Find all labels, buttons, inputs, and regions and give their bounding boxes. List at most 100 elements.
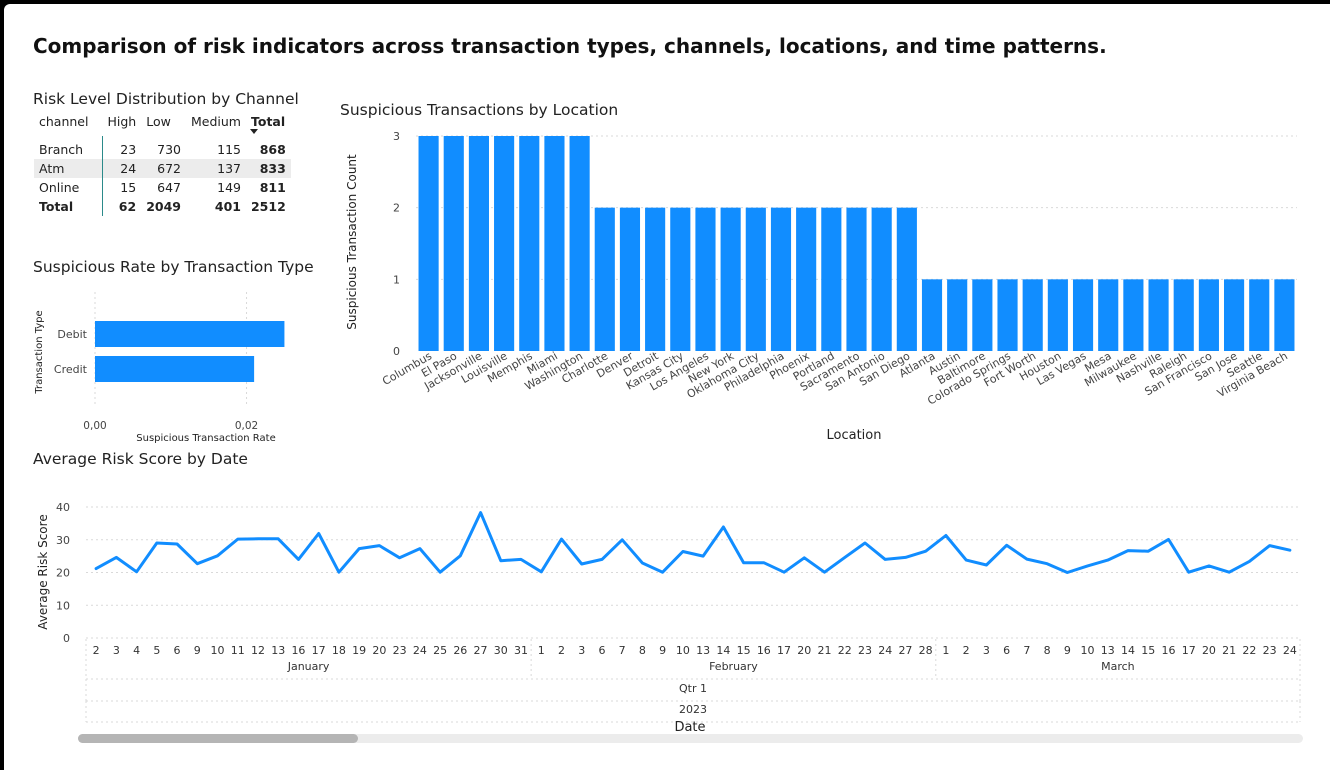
- risk-score-day-label: 14: [716, 644, 730, 657]
- risk-score-day-label: 24: [878, 644, 892, 657]
- location-bar[interactable]: [796, 207, 817, 351]
- location-bar[interactable]: [1249, 279, 1270, 351]
- location-bar[interactable]: [418, 136, 439, 351]
- location-bar[interactable]: [494, 136, 515, 351]
- matrix-row-atm[interactable]: Atm 24 672 137 833: [34, 159, 291, 178]
- location-chart-y-tick: 0: [393, 345, 400, 358]
- location-bar[interactable]: [569, 136, 590, 351]
- location-bar[interactable]: [443, 136, 464, 351]
- risk-score-day-label: 31: [514, 644, 528, 657]
- matrix-header-high[interactable]: High: [107, 114, 137, 129]
- risk-score-day-label: 19: [352, 644, 366, 657]
- location-bar[interactable]: [921, 279, 943, 351]
- matrix-header-channel[interactable]: channel: [39, 114, 89, 129]
- location-bar[interactable]: [720, 207, 741, 351]
- location-chart-title: Suspicious Transactions by Location: [340, 101, 619, 119]
- location-chart-y-tick: 2: [393, 202, 400, 215]
- matrix-header-medium[interactable]: Medium: [191, 114, 241, 129]
- risk-score-day-label: 8: [1044, 644, 1051, 657]
- location-bar[interactable]: [871, 207, 892, 351]
- risk-score-line[interactable]: [94, 511, 1292, 574]
- matrix-cell-high: 23: [120, 142, 137, 157]
- rate-bar-debit[interactable]: [95, 321, 285, 347]
- risk-score-day-label: 17: [312, 644, 326, 657]
- location-bar[interactable]: [1047, 279, 1068, 351]
- matrix-row-label: Atm: [34, 159, 103, 178]
- risk-score-day-label: 7: [1023, 644, 1030, 657]
- location-bar[interactable]: [695, 207, 716, 351]
- location-bar[interactable]: [594, 207, 615, 351]
- matrix-row-online[interactable]: Online 15 647 149 811: [34, 178, 291, 197]
- location-bar[interactable]: [1198, 279, 1219, 351]
- location-bar[interactable]: [1173, 279, 1194, 351]
- risk-score-day-label: 5: [153, 644, 160, 657]
- location-bar[interactable]: [619, 207, 641, 351]
- location-bar[interactable]: [947, 279, 968, 351]
- caret-down-icon: [249, 129, 258, 134]
- location-bar[interactable]: [896, 207, 917, 351]
- risk-score-day-label: 26: [453, 644, 467, 657]
- risk-score-day-label: 23: [393, 644, 407, 657]
- location-bar[interactable]: [1148, 279, 1169, 351]
- location-bar[interactable]: [1072, 279, 1094, 351]
- location-bar[interactable]: [519, 136, 540, 351]
- risk-score-y-tick: 40: [56, 501, 70, 514]
- matrix-cell-low: 730: [157, 142, 181, 157]
- rate-chart-category: Credit: [54, 363, 88, 376]
- risk-score-day-label: 6: [598, 644, 605, 657]
- risk-score-day-label: 27: [474, 644, 488, 657]
- risk-score-day-label: 16: [757, 644, 771, 657]
- rate-chart-category: Debit: [57, 328, 87, 341]
- matrix-cell-low: 647: [157, 180, 181, 195]
- risk-score-year-label: 2023: [679, 703, 707, 716]
- location-bar[interactable]: [745, 207, 766, 351]
- risk-score-day-label: 20: [797, 644, 811, 657]
- location-bar[interactable]: [997, 279, 1018, 351]
- location-bar[interactable]: [670, 207, 691, 351]
- risk-score-day-label: 25: [433, 644, 447, 657]
- location-bar[interactable]: [1274, 279, 1295, 351]
- matrix-cell-medium: 149: [217, 180, 241, 195]
- risk-score-day-label: 3: [983, 644, 990, 657]
- location-bar[interactable]: [1123, 279, 1144, 351]
- location-bar[interactable]: [821, 207, 842, 351]
- location-bar[interactable]: [544, 136, 565, 351]
- risk-score-day-label: 16: [291, 644, 305, 657]
- location-bar[interactable]: [1098, 279, 1119, 351]
- risk-score-day-label: 9: [1064, 644, 1071, 657]
- matrix-row-total[interactable]: Total 62 2049 401 2512: [34, 197, 291, 216]
- risk-score-day-label: 9: [659, 644, 666, 657]
- suspicious-rate-chart[interactable]: Debit Credit 0,00 0,02 Transaction Type Su…: [4, 284, 304, 449]
- matrix-header-low[interactable]: Low: [146, 114, 171, 129]
- matrix-header-total-label: Total: [250, 114, 286, 129]
- risk-score-y-tick: 30: [56, 534, 70, 547]
- matrix-cell-low: 672: [141, 159, 186, 178]
- horizontal-scrollbar[interactable]: [78, 734, 1303, 743]
- risk-score-month-label: January: [287, 660, 330, 673]
- risk-score-month-label: March: [1101, 660, 1135, 673]
- scrollbar-thumb[interactable]: [78, 734, 358, 743]
- risk-score-day-label: 1: [538, 644, 545, 657]
- location-bar[interactable]: [770, 207, 792, 351]
- matrix-header-total[interactable]: Total: [246, 114, 291, 136]
- location-bar[interactable]: [468, 136, 489, 351]
- matrix-cell-medium: 115: [217, 142, 241, 157]
- matrix-row-label: Branch: [34, 136, 103, 159]
- location-bar[interactable]: [645, 207, 666, 351]
- risk-score-day-label: 10: [211, 644, 225, 657]
- risk-level-matrix[interactable]: channel High Low Medium Total Branch 23 …: [34, 114, 291, 216]
- matrix-cell-medium: 137: [186, 159, 246, 178]
- risk-score-y-axis-title: Average Risk Score: [36, 514, 50, 629]
- matrix-row-branch[interactable]: Branch 23 730 115 868: [34, 136, 291, 159]
- rate-bar-credit[interactable]: [95, 356, 255, 382]
- location-bar[interactable]: [1022, 279, 1043, 351]
- risk-score-day-label: 1: [942, 644, 949, 657]
- matrix-cell-medium: 401: [214, 199, 241, 214]
- risk-score-day-label: 22: [1242, 644, 1256, 657]
- risk-score-day-label: 3: [113, 644, 120, 657]
- location-bar[interactable]: [972, 279, 993, 351]
- location-bar[interactable]: [846, 207, 867, 351]
- location-bar[interactable]: [1224, 279, 1245, 351]
